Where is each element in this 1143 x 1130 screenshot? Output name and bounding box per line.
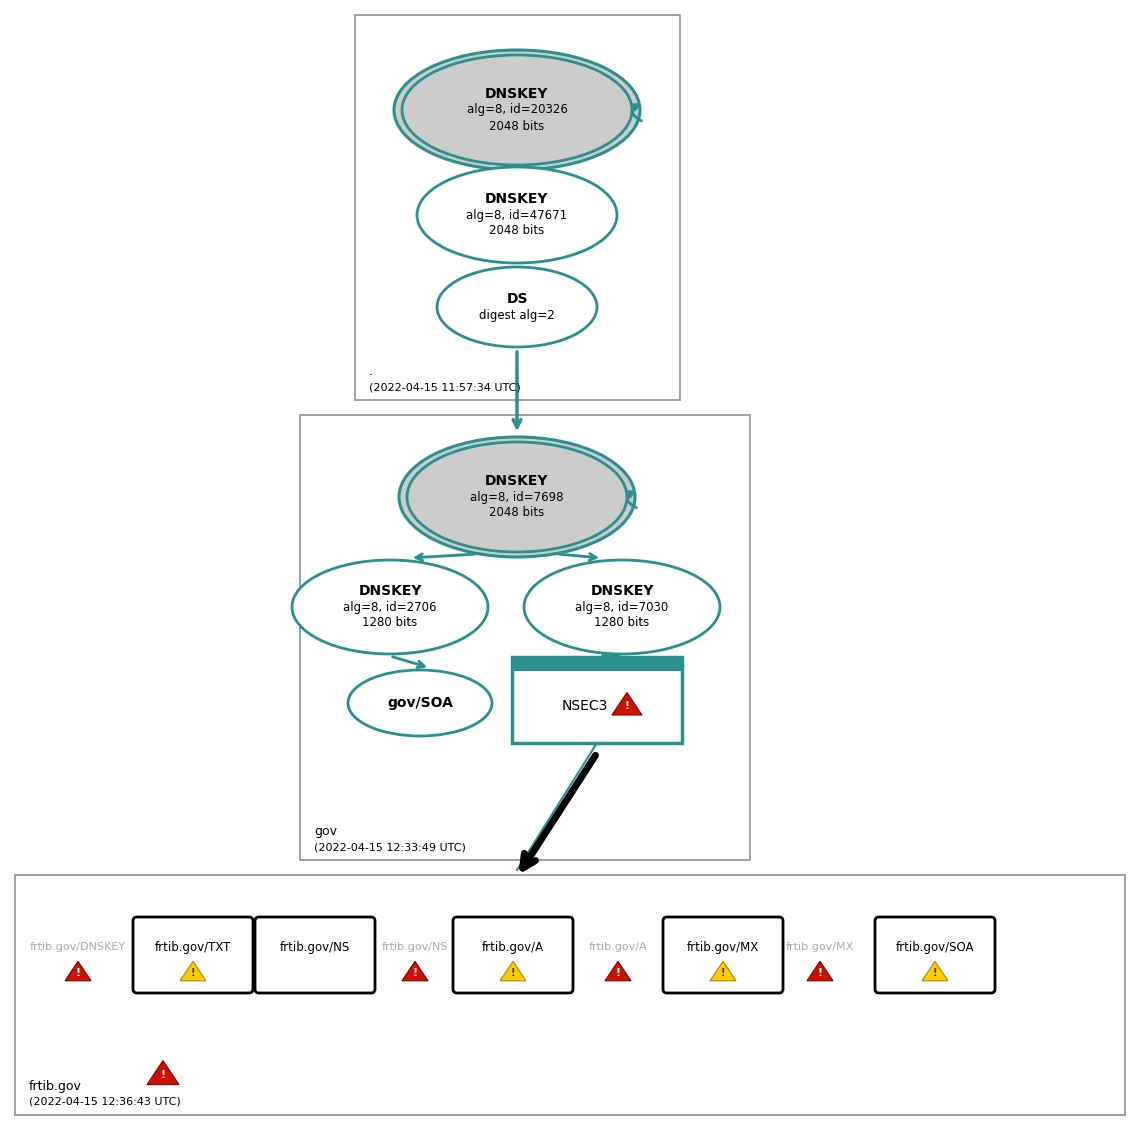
FancyBboxPatch shape [15,875,1125,1115]
Polygon shape [65,962,91,981]
Text: alg=8, id=7698: alg=8, id=7698 [470,490,563,504]
Text: (2022-04-15 12:36:43 UTC): (2022-04-15 12:36:43 UTC) [29,1097,181,1107]
Text: gov/SOA: gov/SOA [387,696,453,710]
Polygon shape [179,962,206,981]
Ellipse shape [394,50,640,170]
Text: frtib.gov/A: frtib.gov/A [589,942,647,951]
Text: frtib.gov/A: frtib.gov/A [482,940,544,954]
Polygon shape [402,962,427,981]
Text: frtib.gov/TXT: frtib.gov/TXT [154,940,231,954]
Text: !: ! [624,701,630,711]
Ellipse shape [437,267,597,347]
Text: frtib.gov/DNSKEY: frtib.gov/DNSKEY [30,942,126,951]
Text: !: ! [933,968,937,977]
Polygon shape [499,962,526,981]
Ellipse shape [399,437,636,557]
Text: DNSKEY: DNSKEY [486,473,549,488]
Text: 2048 bits: 2048 bits [489,506,544,520]
Text: DNSKEY: DNSKEY [486,192,549,206]
Text: frtib.gov/MX: frtib.gov/MX [786,942,854,951]
Text: DS: DS [506,292,528,306]
Ellipse shape [347,670,491,736]
Text: frtib.gov/SOA: frtib.gov/SOA [896,940,974,954]
Text: 1280 bits: 1280 bits [594,617,649,629]
Text: alg=8, id=2706: alg=8, id=2706 [343,600,437,614]
Text: alg=8, id=20326: alg=8, id=20326 [466,104,567,116]
Text: !: ! [615,968,621,977]
FancyBboxPatch shape [512,657,682,671]
Ellipse shape [402,55,632,165]
Text: !: ! [160,1070,166,1080]
Ellipse shape [417,167,617,263]
Polygon shape [922,962,948,981]
Text: DNSKEY: DNSKEY [590,584,654,598]
Polygon shape [612,693,642,715]
Text: !: ! [511,968,515,977]
Polygon shape [807,962,833,981]
FancyBboxPatch shape [299,415,750,860]
Text: 2048 bits: 2048 bits [489,120,544,132]
Text: 2048 bits: 2048 bits [489,225,544,237]
Text: (2022-04-15 12:33:49 UTC): (2022-04-15 12:33:49 UTC) [314,842,466,852]
Text: gov: gov [314,825,337,838]
Polygon shape [710,962,736,981]
FancyBboxPatch shape [876,918,996,993]
Polygon shape [605,962,631,981]
Text: 1280 bits: 1280 bits [362,617,417,629]
Text: alg=8, id=7030: alg=8, id=7030 [575,600,669,614]
FancyBboxPatch shape [133,918,253,993]
Text: !: ! [191,968,195,977]
Text: frtib.gov/NS: frtib.gov/NS [382,942,448,951]
Ellipse shape [407,442,628,551]
Text: NSEC3: NSEC3 [562,699,608,713]
Ellipse shape [523,560,720,654]
Text: frtib.gov/NS: frtib.gov/NS [280,940,350,954]
Text: digest alg=2: digest alg=2 [479,308,554,322]
FancyBboxPatch shape [663,918,783,993]
Text: DNSKEY: DNSKEY [486,87,549,101]
Text: .: . [369,365,373,379]
FancyBboxPatch shape [355,15,680,400]
Text: alg=8, id=47671: alg=8, id=47671 [466,209,568,221]
Text: frtib.gov: frtib.gov [29,1080,82,1093]
Text: !: ! [75,968,80,977]
Polygon shape [147,1061,179,1085]
Text: !: ! [413,968,417,977]
FancyBboxPatch shape [453,918,573,993]
Text: !: ! [817,968,823,977]
Text: (2022-04-15 11:57:34 UTC): (2022-04-15 11:57:34 UTC) [369,382,521,392]
Text: DNSKEY: DNSKEY [358,584,422,598]
FancyBboxPatch shape [255,918,375,993]
Ellipse shape [291,560,488,654]
Text: !: ! [721,968,726,977]
Text: frtib.gov/MX: frtib.gov/MX [687,940,759,954]
FancyBboxPatch shape [512,657,682,744]
